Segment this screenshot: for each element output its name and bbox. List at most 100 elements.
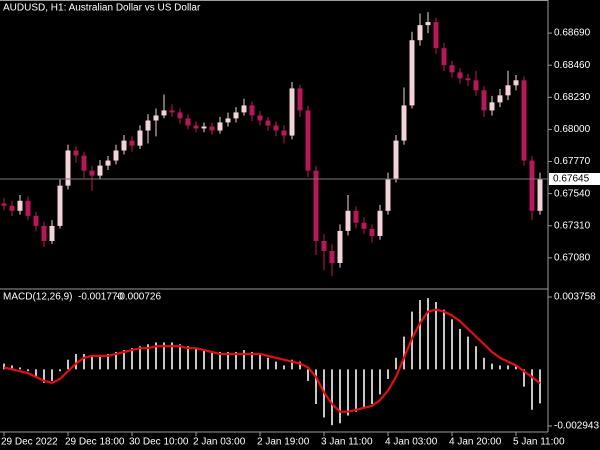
histogram-bar xyxy=(379,369,381,395)
histogram-bar xyxy=(435,301,437,370)
candle-body xyxy=(161,110,167,116)
candle-body xyxy=(57,185,63,226)
histogram-bar xyxy=(203,350,205,370)
candle-body xyxy=(249,105,255,116)
candle-body xyxy=(321,240,327,251)
histogram-bar xyxy=(291,359,293,370)
histogram-bar xyxy=(99,355,101,370)
histogram-bar xyxy=(267,357,269,370)
histogram-bar xyxy=(67,359,69,370)
candle-body xyxy=(25,200,31,216)
candle-body xyxy=(201,126,207,129)
candle-body xyxy=(49,225,55,241)
candle-body xyxy=(193,125,199,129)
candle-body xyxy=(417,25,423,41)
histogram-bar xyxy=(427,298,429,370)
candle-body xyxy=(537,178,543,211)
histogram-bar xyxy=(475,346,477,370)
candle-body xyxy=(97,165,103,176)
candle-body xyxy=(41,225,47,241)
histogram-bar xyxy=(187,346,189,370)
candle-body xyxy=(449,65,455,73)
candle-body xyxy=(1,203,7,206)
candle-body xyxy=(137,130,143,146)
candle-body xyxy=(281,130,287,136)
histogram-bar xyxy=(331,369,333,426)
macd-title: MACD(12,26,9) xyxy=(3,292,72,303)
candle-body xyxy=(361,222,367,229)
candle-body xyxy=(225,118,231,123)
y-tick-label: 0.68690 xyxy=(554,28,591,39)
candle-body xyxy=(313,170,319,241)
histogram-bar xyxy=(19,367,21,370)
candle-body xyxy=(265,120,271,126)
candle-body xyxy=(113,150,119,161)
histogram-bar xyxy=(307,369,309,381)
histogram-bar xyxy=(27,369,29,372)
candle-body xyxy=(337,230,343,264)
x-tick-label: 29 Dec 2022 xyxy=(1,437,58,448)
chart-title: AUDUSD, H1: Australian Dollar vs US Doll… xyxy=(3,3,201,14)
candle-body xyxy=(409,40,415,106)
histogram-bar xyxy=(459,328,461,370)
candle-body xyxy=(385,178,391,211)
candle-body xyxy=(465,78,471,81)
candle-body xyxy=(257,115,263,121)
y-tick-label: 0.68460 xyxy=(554,60,591,71)
x-tick-label: 30 Dec 10:00 xyxy=(129,437,189,448)
histogram-bar xyxy=(211,352,213,370)
histogram-bar xyxy=(451,319,453,370)
histogram-bar xyxy=(467,336,469,370)
x-tick-label: 29 Dec 18:00 xyxy=(65,437,125,448)
histogram-bar xyxy=(179,344,181,370)
x-tick-label: 2 Jan 19:00 xyxy=(257,437,310,448)
candle-body xyxy=(169,110,175,113)
candle-body xyxy=(329,250,335,264)
y-tick-label: 0.67080 xyxy=(554,253,591,264)
histogram-bar xyxy=(259,353,261,370)
histogram-bar xyxy=(515,365,517,370)
signal-line xyxy=(3,308,541,413)
histogram-bar xyxy=(347,369,349,416)
histogram-bar xyxy=(83,353,85,370)
histogram-bar xyxy=(395,357,397,370)
histogram-bar xyxy=(43,369,45,383)
histogram-bar xyxy=(35,369,37,378)
candle-body xyxy=(217,122,223,131)
histogram-bar xyxy=(171,342,173,370)
candle-body xyxy=(153,115,159,121)
y-tick-label: 0.67770 xyxy=(554,156,591,167)
candle-body xyxy=(369,228,375,236)
histogram-bar xyxy=(123,350,125,370)
histogram-bar xyxy=(131,348,133,370)
histogram-bar xyxy=(115,352,117,370)
histogram-bar xyxy=(523,369,525,387)
histogram-bar xyxy=(227,352,229,370)
candle-body xyxy=(17,200,23,211)
candle-body xyxy=(177,112,183,119)
histogram-bar xyxy=(139,346,141,370)
histogram-bar xyxy=(51,369,53,381)
histogram-bar xyxy=(443,309,445,370)
candle-body xyxy=(441,48,447,66)
candle-body xyxy=(129,140,135,146)
last-price-box xyxy=(549,172,600,185)
histogram-bar xyxy=(491,363,493,370)
histogram-bar xyxy=(507,365,509,370)
x-tick-label: 4 Jan 20:00 xyxy=(449,437,502,448)
histogram-bar xyxy=(387,369,389,379)
candle-body xyxy=(209,126,215,131)
candle-body xyxy=(489,102,495,111)
x-tick-label: 3 Jan 11:00 xyxy=(321,437,373,448)
candle-body xyxy=(297,88,303,111)
histogram-bar xyxy=(483,357,485,370)
histogram-bar xyxy=(155,342,157,370)
candle-body xyxy=(89,170,95,176)
candle-body xyxy=(393,140,399,179)
last-price-label: 0.67645 xyxy=(553,174,590,185)
y-tick-label: -0.002943 xyxy=(554,421,599,432)
candle-body xyxy=(65,150,71,186)
